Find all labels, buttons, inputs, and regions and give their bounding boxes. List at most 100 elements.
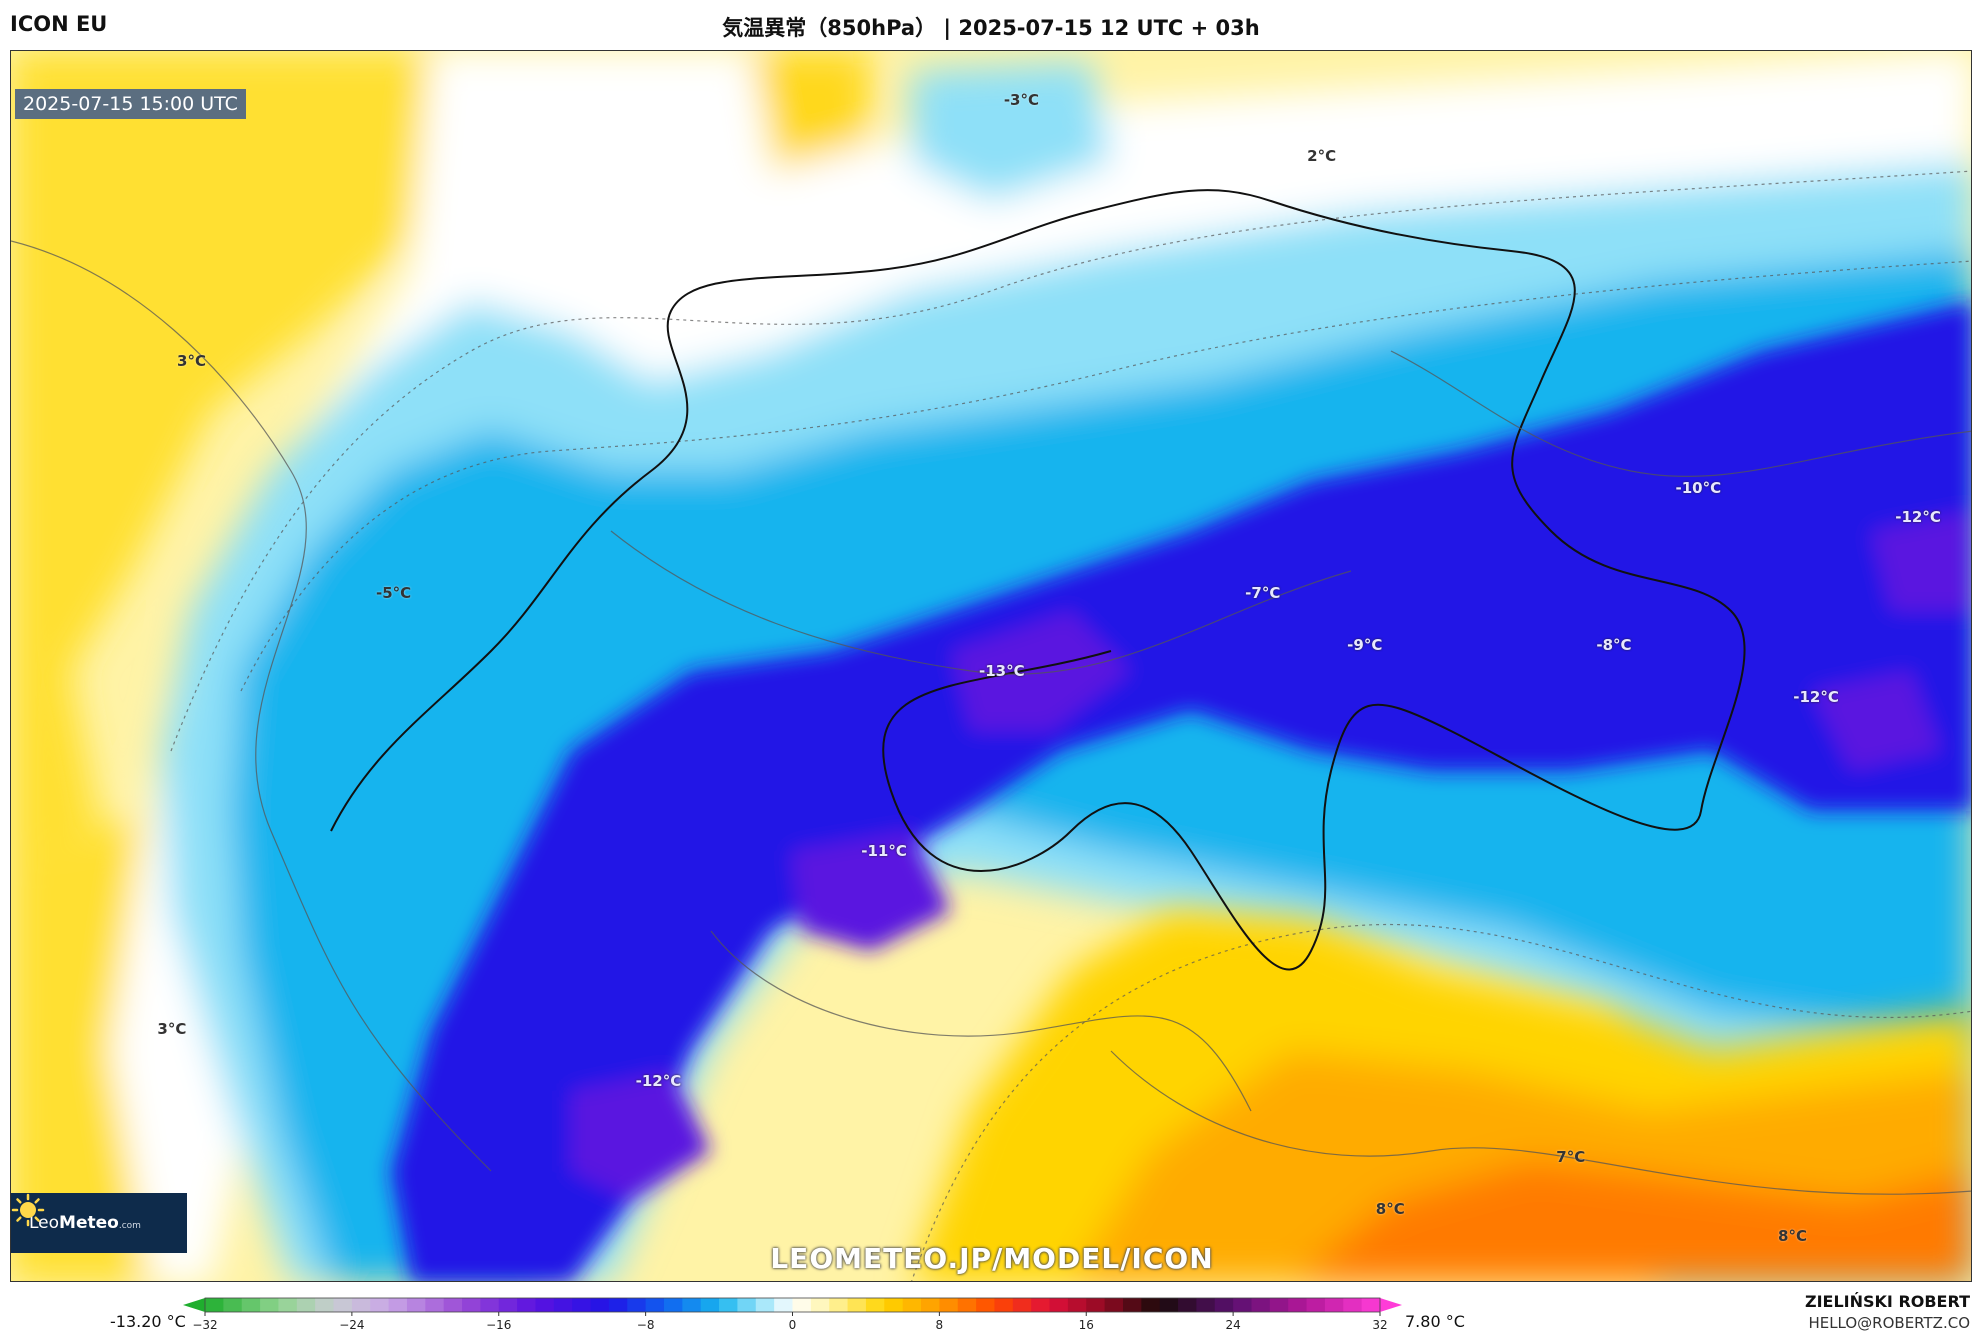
isotherm-label: 8°C — [1375, 1200, 1405, 1219]
isotherm-label: 2°C — [1307, 146, 1337, 165]
isotherm-label: -12°C — [1895, 507, 1941, 526]
anomaly-map[interactable]: 2025-07-15 15:00 UTC -3°C 2°C 3°C -5°C -10°C… — [10, 50, 1972, 1282]
colorbar-step — [553, 1298, 573, 1312]
colorbar-step — [608, 1298, 628, 1312]
colorbar-step — [627, 1298, 647, 1312]
colorbar-step — [994, 1298, 1014, 1312]
colorbar-step — [333, 1298, 353, 1312]
logo-suffix: .com — [118, 1221, 141, 1231]
colorbar-step — [957, 1298, 977, 1312]
colorbar-step — [682, 1298, 702, 1312]
colorbar-step — [205, 1298, 224, 1312]
colorbar-min-arrow — [183, 1298, 205, 1312]
isotherm-label: -11°C — [861, 841, 907, 860]
watermark-url: LEOMETEO.JP/MODEL/ICON — [770, 1242, 1214, 1275]
colorbar-step — [517, 1298, 536, 1312]
colorbar-step — [884, 1298, 904, 1312]
isotherm-label: -7°C — [1245, 584, 1281, 603]
colorbar-step — [462, 1298, 481, 1312]
colorbar-step — [1233, 1298, 1252, 1312]
isotherms — [170, 170, 1971, 1281]
isotherm-4 — [240, 260, 1971, 692]
isotherm-label: -12°C — [635, 1071, 682, 1090]
colorbar-step — [1306, 1298, 1326, 1312]
colorbar-step — [1214, 1298, 1234, 1312]
colorbar-tick-label: −24 — [339, 1318, 364, 1332]
model-name: ICON EU — [10, 12, 108, 36]
isotherm-label: -5°C — [375, 584, 412, 603]
colorbar-step — [425, 1298, 445, 1312]
colorbar-tick-label: −32 — [192, 1318, 217, 1332]
core-12-e — [1871, 511, 1971, 611]
isotherm-label: 8°C — [1778, 1227, 1807, 1246]
colorbar-step — [700, 1298, 720, 1312]
colorbar-step — [388, 1298, 408, 1312]
field-west-warm — [11, 51, 441, 871]
colorbar-max-label: 7.80 °C — [1405, 1312, 1465, 1331]
core-11 — [791, 831, 951, 951]
colorbar-tick-label: −8 — [637, 1318, 655, 1332]
colorbar-step — [590, 1298, 610, 1312]
anomaly-field — [11, 51, 1971, 1281]
sun-icon — [11, 1193, 45, 1227]
colorbar-step — [1288, 1298, 1308, 1312]
colorbar-step — [572, 1298, 592, 1312]
colorbar-step — [370, 1298, 390, 1312]
colorbar-step — [792, 1298, 812, 1312]
colorbar-step — [406, 1298, 426, 1312]
isotherm-label: -13°C — [978, 661, 1025, 680]
colorbar-step — [480, 1298, 500, 1312]
colorbar-step — [278, 1298, 298, 1312]
colorbar-step — [1251, 1298, 1271, 1312]
colorbar-step — [315, 1298, 335, 1312]
core-12-sw — [571, 1071, 711, 1201]
colorbar-step — [774, 1298, 793, 1312]
logo-brand-bold: Meteo — [59, 1213, 119, 1233]
colorbar-step — [1361, 1298, 1381, 1312]
colorbar-step — [1269, 1298, 1289, 1312]
swiss-border — [330, 189, 1746, 971]
isotherm-label: -8°C — [1596, 635, 1632, 654]
valid-time-badge: 2025-07-15 15:00 UTC — [15, 89, 246, 119]
colorbar-tick-label: 16 — [1079, 1318, 1094, 1332]
colorbar-tick-label: 32 — [1372, 1318, 1387, 1332]
logo-text: LeoMeteo.com — [29, 1213, 141, 1233]
colorbar-step — [755, 1298, 775, 1312]
colorbar-step — [1049, 1298, 1069, 1312]
admin-borders — [11, 240, 1971, 1195]
colorbar-min-label: -13.20 °C — [110, 1312, 186, 1331]
colorbar-step — [829, 1298, 849, 1312]
author-credit: ZIELIŃSKI ROBERT — [1804, 1292, 1970, 1311]
colorbar-step — [1031, 1298, 1051, 1312]
isotherm-label: 3°C — [177, 352, 206, 371]
isotherm-0 — [170, 170, 1971, 752]
isotherm-label: -10°C — [1675, 479, 1722, 498]
colorbar-step — [351, 1298, 371, 1312]
colorbar-tick-label: 24 — [1225, 1318, 1240, 1332]
isotherm-label: 7°C — [1556, 1148, 1586, 1167]
isotherm-label: -9°C — [1347, 635, 1383, 654]
colorbar-step — [1178, 1298, 1197, 1312]
field-north-cool — [911, 61, 1111, 201]
colorbar: −32 −24 −16 −8 0 8 16 24 32 — [183, 1297, 1402, 1332]
field-deep-cold — [391, 301, 1971, 1281]
colorbar-step — [645, 1298, 665, 1312]
colorbar-max-arrow — [1380, 1298, 1402, 1312]
colorbar-step — [810, 1298, 830, 1312]
author-email[interactable]: HELLO@ROBERTZ.CO — [1808, 1314, 1970, 1332]
isotherm-label: -12°C — [1793, 687, 1839, 706]
colorbar-area: -13.20 °C −32 −24 −16 −8 0 8 16 24 32 7.80 °C ZI… — [0, 1290, 1982, 1339]
colorbar-step — [296, 1298, 316, 1312]
colorbar-step — [535, 1298, 555, 1312]
colorbar-step — [1086, 1298, 1106, 1312]
colorbar-step — [1012, 1298, 1032, 1312]
colorbar-step — [939, 1298, 959, 1312]
colorbar-step — [1159, 1298, 1179, 1312]
colorbar-step — [1104, 1298, 1124, 1312]
core-12-se — [1811, 671, 1941, 771]
map-title: 気温異常（850hPa） | 2025-07-15 12 UTC + 03h — [722, 16, 1260, 40]
field-southeast-hotter — [1293, 1161, 1971, 1281]
leometeo-logo[interactable]: LeoMeteo.com — [11, 1193, 187, 1253]
colorbar-tick-label: 8 — [936, 1318, 944, 1332]
header: ICON EU 気温異常（850hPa） | 2025-07-15 12 UTC… — [0, 0, 1982, 50]
